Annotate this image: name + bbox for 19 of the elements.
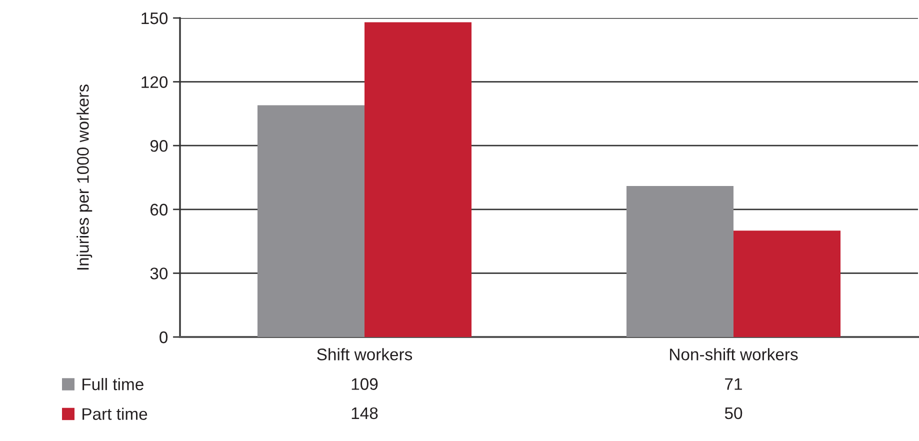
- legend-label: Part time: [82, 408, 148, 420]
- bar: [734, 230, 841, 337]
- data-label: 148: [352, 407, 378, 420]
- bar: [626, 186, 734, 337]
- data-label: 109: [352, 378, 378, 390]
- data-label: 71: [725, 378, 742, 390]
- data-label: 50: [724, 407, 742, 420]
- y-tick-label: 30: [150, 268, 168, 280]
- y-tick-label: 90: [150, 140, 168, 152]
- y-tick-label: 60: [150, 204, 168, 216]
- y-tick-label: 120: [142, 76, 168, 88]
- x-tick-label: Non-shift workers: [670, 348, 798, 360]
- legend-label: Full time: [82, 378, 144, 390]
- bar: [257, 105, 364, 337]
- y-tick-label: 150: [142, 12, 168, 24]
- y-tick-label: 0: [160, 331, 168, 344]
- y-axis-title: Injuries per 1000 workers: [76, 84, 92, 270]
- x-tick-label: Shift workers: [317, 348, 412, 360]
- bar: [364, 22, 472, 337]
